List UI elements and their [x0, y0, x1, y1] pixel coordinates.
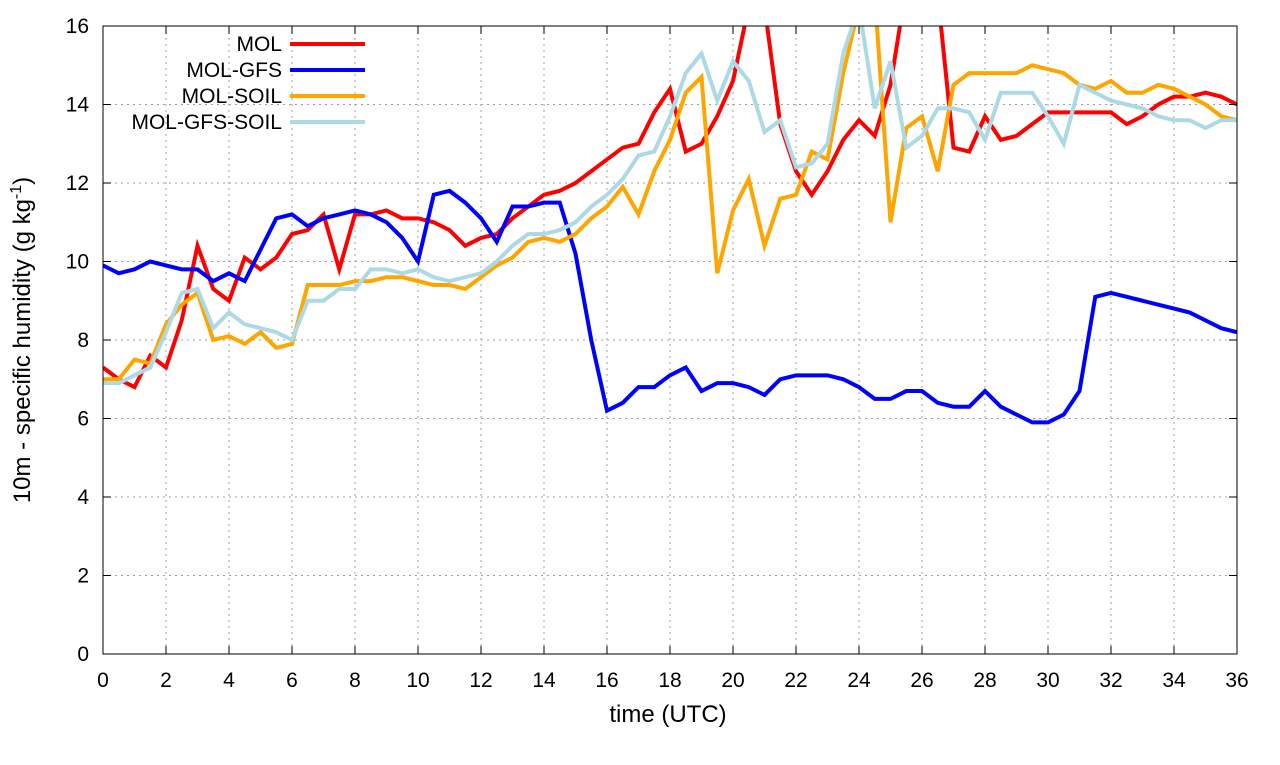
x-tick-label: 0	[97, 669, 109, 692]
x-tick-label: 28	[973, 669, 996, 692]
x-tick-label: 26	[910, 669, 933, 692]
series-line	[103, 188, 1237, 425]
y-tick-label: 14	[66, 94, 90, 117]
legend-label: MOL	[236, 33, 282, 56]
legend-label: MOL-SOIL	[182, 85, 282, 108]
y-tick-label: 8	[77, 329, 89, 352]
x-axis-label: time (UTC)	[609, 701, 726, 728]
y-label-text: 10m - specific humidity (g kg	[9, 199, 36, 503]
series-line	[103, 26, 1237, 390]
series-line	[103, 26, 1237, 382]
x-tick-label: 4	[223, 669, 235, 692]
x-tick-label: 30	[1036, 669, 1059, 692]
y-tick-label: 12	[66, 172, 89, 195]
y-axis-label: 10m - specific humidity (g kg-1)	[8, 177, 36, 503]
legend-label: MOL-GFS	[186, 59, 282, 82]
x-tick-label: 2	[160, 669, 172, 692]
y-tick-label: 6	[77, 408, 89, 431]
x-tick-label: 14	[532, 669, 556, 692]
series-line	[103, 26, 1237, 386]
y-tick-label: 4	[77, 486, 89, 509]
y-tick-label: 0	[77, 643, 89, 666]
y-tick-label: 10	[66, 251, 89, 274]
x-tick-label: 16	[595, 669, 618, 692]
legend-label: MOL-GFS-SOIL	[131, 111, 282, 134]
legend: MOL MOL-GFS MOL-SOIL MOL-GFS-SOIL	[131, 33, 365, 134]
plot-area	[103, 26, 1237, 425]
x-tick-label: 10	[406, 669, 429, 692]
x-tick-label: 34	[1162, 669, 1186, 692]
y-tick-label: 2	[77, 565, 89, 588]
y-label-sup: -1	[8, 185, 25, 199]
x-tick-label: 32	[1099, 669, 1122, 692]
x-tick-label: 24	[847, 669, 871, 692]
y-tick-label: 16	[66, 15, 89, 38]
x-tick-label: 8	[349, 669, 361, 692]
x-tick-label: 6	[286, 669, 298, 692]
x-tick-label: 12	[469, 669, 492, 692]
x-tick-label: 22	[784, 669, 807, 692]
x-tick-label: 20	[721, 669, 744, 692]
x-tick-label: 18	[658, 669, 681, 692]
y-label-end: )	[9, 177, 36, 185]
x-tick-label: 36	[1225, 669, 1248, 692]
